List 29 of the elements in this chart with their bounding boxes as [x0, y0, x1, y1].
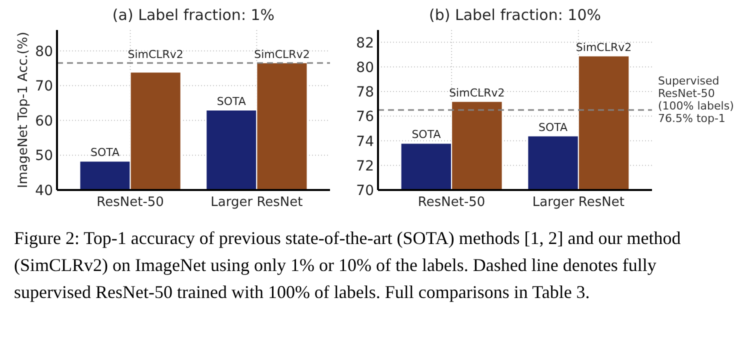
text: SimCLRv2 [576, 40, 632, 54]
series-label: SimCLRv2 [254, 48, 310, 62]
y-tick-label: 78 [356, 84, 374, 101]
series-label: SOTA [412, 128, 442, 142]
y-tick-label: 40 [35, 183, 53, 199]
caption: Figure 2: Top-1 accuracy of previous state-of-the-art (SOTA) methods [1, 2] and our method (SimCLRv2) on ImageNet using only 1% or 10% of the labels. Dashed line denotes fully supervised ResNet-50 trained with 100% of labels. Full comparisons in Table 3. [14, 228, 681, 302]
y-tick-label: 74 [356, 134, 374, 150]
x-tick-label: ResNet-50 [96, 195, 164, 210]
y-tick-label: 72 [356, 158, 374, 174]
chart-title: (b) Label fraction: 10% [428, 6, 602, 24]
text: SOTA [216, 95, 246, 108]
y-axis-title: ImageNet Top-1 Acc.(%) [16, 32, 31, 188]
y-tick-label: 80 [35, 44, 53, 60]
text: SimCLRv2 [128, 48, 184, 62]
ref-line-label: Supervised ResNet-50 (100% labels) 76.5% top-1 [658, 74, 734, 125]
y-tick-label: 50 [35, 148, 53, 164]
chart-title: (a) Label fraction: 1% [112, 6, 275, 24]
y-tick-label: 82 [356, 35, 374, 52]
y-tick-label: 70 [35, 78, 53, 95]
x-tick-label: ResNet-50 [418, 195, 486, 210]
x-tick-label: Larger ResNet [532, 195, 624, 210]
series-label: SimCLRv2 [449, 86, 505, 100]
y-tick-label: 70 [356, 183, 374, 199]
x-tick-label: Larger ResNet [210, 195, 303, 210]
text: SOTA [538, 120, 568, 134]
series-label: SOTA [90, 146, 120, 160]
y-tick-label: 80 [356, 60, 374, 76]
y-tick-label: 60 [35, 113, 53, 130]
y-tick-label: 76 [356, 109, 374, 126]
